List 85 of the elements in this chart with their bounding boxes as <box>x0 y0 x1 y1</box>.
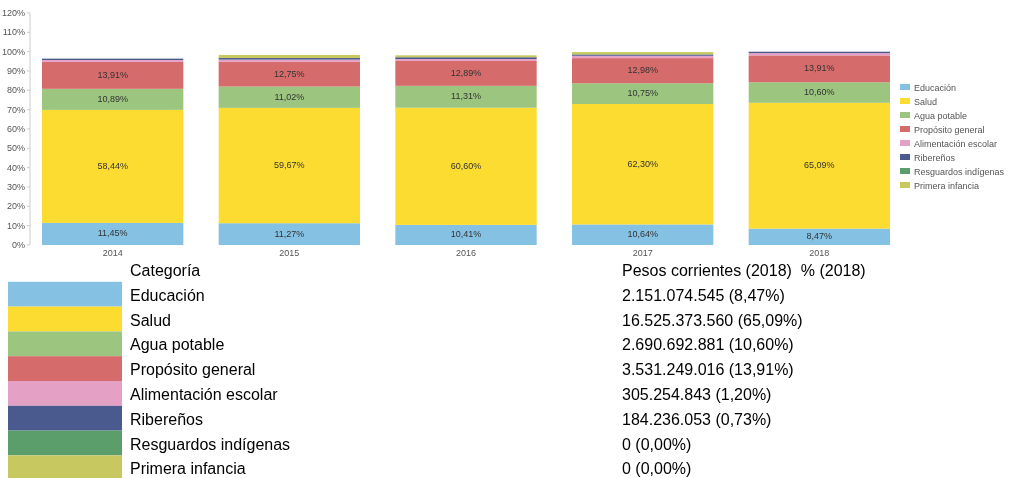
legend-label: Propósito general <box>914 125 985 135</box>
text: 2.151.074.545 (8,47%) <box>622 286 785 304</box>
data-label: 11,02% <box>274 91 305 102</box>
data-label: 8,47% <box>806 231 833 242</box>
bar <box>572 103 714 225</box>
bar <box>218 107 360 224</box>
text: 0 (0,00%) <box>622 460 692 478</box>
data-label: 11,31% <box>451 91 481 102</box>
bar <box>748 82 890 103</box>
y-tick-label: 80% <box>6 85 25 96</box>
data-label: 58,44% <box>97 160 128 171</box>
bar <box>748 102 890 229</box>
x-tick-label: 2015 <box>279 248 300 258</box>
bar <box>395 85 537 108</box>
text: 184.236.053 (0,73%) <box>622 410 772 428</box>
data-label: 12,89% <box>450 67 482 78</box>
text: Agua potable <box>130 336 225 354</box>
x-tick-label: 2016 <box>455 248 477 258</box>
y-tick-label: 20% <box>6 201 25 212</box>
x-tick-label: 2014 <box>102 248 123 258</box>
text: Pesos corrientes (2018) % (2018) <box>622 262 866 279</box>
data-label: 65,09% <box>804 160 835 171</box>
bar <box>748 55 890 83</box>
bar <box>218 86 360 108</box>
text: Resguardos indígenas <box>130 435 291 453</box>
data-label: 10,64% <box>627 229 658 240</box>
text: Propósito general <box>130 361 256 379</box>
data-label: 10,89% <box>97 93 128 104</box>
bar <box>42 222 184 245</box>
data-label: 13,91% <box>804 63 835 74</box>
bar <box>395 224 537 245</box>
bar <box>395 107 537 225</box>
text: Categoría <box>130 262 201 279</box>
data-label: 11,27% <box>274 228 305 239</box>
bar <box>42 109 184 223</box>
legend-label: Resguardos indígenas <box>914 167 1005 177</box>
data-label: 59,67% <box>274 160 305 171</box>
y-tick-label: 40% <box>6 162 25 173</box>
data-label: 10,60% <box>804 87 835 98</box>
data-label: 10,41% <box>450 229 482 240</box>
data-label: 12,75% <box>274 68 305 79</box>
legend-label: Primera infancia <box>914 181 980 191</box>
bar <box>572 83 714 104</box>
text: 2.690.692.881 (10,60%) <box>622 336 794 354</box>
bar <box>42 61 184 89</box>
text: 16.525.373.560 (65,09%) <box>622 311 803 329</box>
text: 305.254.843 (1,20%) <box>622 386 772 403</box>
x-tick-label: 2017 <box>632 248 653 258</box>
y-tick-label: 90% <box>6 66 25 76</box>
bar <box>572 58 714 84</box>
bar <box>42 88 184 110</box>
text: Alimentación escolar <box>130 386 278 403</box>
legend-label: Ribereños <box>914 153 956 163</box>
bar <box>218 223 360 245</box>
y-tick-label: 30% <box>6 182 25 192</box>
y-tick-label: 110% <box>2 27 25 38</box>
bar <box>572 224 714 245</box>
data-label: 11,45% <box>97 228 128 239</box>
legend-label: Alimentación escolar <box>914 139 998 149</box>
text: Primera infancia <box>130 460 246 478</box>
y-tick-label: 50% <box>6 143 25 154</box>
text: Salud <box>130 311 171 329</box>
data-label: 60,60% <box>450 160 482 171</box>
y-tick-label: 120% <box>1 8 25 18</box>
data-label: 12,98% <box>627 65 658 76</box>
bar <box>218 61 360 87</box>
y-tick-label: 100% <box>1 46 25 57</box>
legend-label: Educación <box>914 83 957 93</box>
text: 3.531.249.016 (13,91%) <box>622 361 794 379</box>
data-label: 13,91% <box>97 69 128 80</box>
bar <box>748 228 890 245</box>
bar <box>395 60 537 86</box>
legend-label: Agua potable <box>914 111 968 121</box>
y-tick-label: 60% <box>6 124 25 134</box>
bar <box>218 54 360 59</box>
x-tick-label: 2018 <box>809 248 830 258</box>
text: Ribereños <box>130 410 203 428</box>
data-label: 10,75% <box>627 88 658 99</box>
legend-label: Salud <box>914 97 938 107</box>
y-tick-label: 70% <box>6 104 25 115</box>
y-tick-label: 10% <box>6 220 25 231</box>
text: Educación <box>130 286 205 304</box>
text: 0 (0,00%) <box>622 435 692 453</box>
data-label: 62,30% <box>627 158 658 169</box>
y-tick-label: 0% <box>11 240 25 250</box>
